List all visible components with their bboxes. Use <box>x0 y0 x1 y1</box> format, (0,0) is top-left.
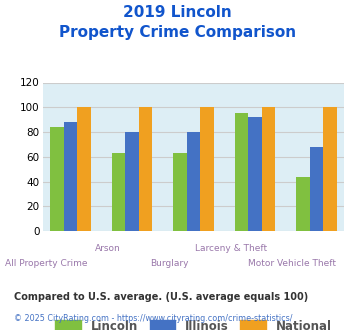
Text: Compared to U.S. average. (U.S. average equals 100): Compared to U.S. average. (U.S. average … <box>14 292 308 302</box>
Bar <box>187 132 200 231</box>
Text: Motor Vehicle Theft: Motor Vehicle Theft <box>248 259 337 268</box>
Text: Larceny & Theft: Larceny & Theft <box>195 244 267 253</box>
Text: Arson: Arson <box>95 244 121 253</box>
Text: All Property Crime: All Property Crime <box>5 259 87 268</box>
Bar <box>50 127 64 231</box>
Bar <box>248 117 262 231</box>
Text: © 2025 CityRating.com - https://www.cityrating.com/crime-statistics/: © 2025 CityRating.com - https://www.city… <box>14 314 293 323</box>
Legend: Lincoln, Illinois, National: Lincoln, Illinois, National <box>49 314 338 330</box>
Bar <box>111 153 125 231</box>
Text: 2019 Lincoln: 2019 Lincoln <box>123 5 232 20</box>
Bar <box>77 107 91 231</box>
Bar <box>173 153 187 231</box>
Bar <box>200 107 214 231</box>
Bar <box>64 122 77 231</box>
Bar <box>310 147 323 231</box>
Bar <box>125 132 139 231</box>
Bar <box>262 107 275 231</box>
Text: Property Crime Comparison: Property Crime Comparison <box>59 25 296 40</box>
Bar <box>323 107 337 231</box>
Bar <box>235 114 248 231</box>
Bar <box>139 107 152 231</box>
Text: Burglary: Burglary <box>150 259 189 268</box>
Bar <box>296 177 310 231</box>
